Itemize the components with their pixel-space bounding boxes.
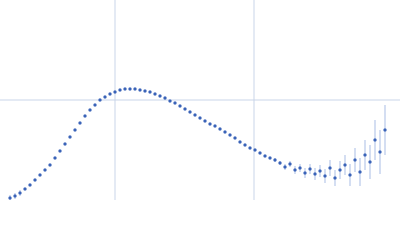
data-point xyxy=(213,124,217,128)
data-point xyxy=(68,135,72,139)
data-point xyxy=(308,167,312,171)
data-point xyxy=(113,90,117,94)
data-point xyxy=(183,107,187,111)
data-point xyxy=(98,98,102,102)
data-point xyxy=(263,154,267,158)
data-point xyxy=(233,136,237,140)
data-point xyxy=(188,110,192,114)
data-point xyxy=(333,176,337,180)
data-point xyxy=(288,162,292,166)
data-point xyxy=(338,168,342,172)
data-point xyxy=(238,140,242,144)
data-point xyxy=(278,161,282,165)
data-point xyxy=(268,156,272,160)
data-point xyxy=(28,183,32,187)
data-point xyxy=(83,114,87,118)
data-point xyxy=(48,163,52,167)
data-point xyxy=(218,127,222,131)
data-point xyxy=(358,170,362,174)
data-point xyxy=(73,128,77,132)
data-point xyxy=(313,172,317,176)
data-point xyxy=(293,168,297,172)
data-point xyxy=(323,174,327,178)
data-point xyxy=(148,90,152,94)
data-point xyxy=(298,166,302,170)
data-point xyxy=(348,173,352,177)
data-point xyxy=(123,87,127,91)
data-point xyxy=(368,160,372,164)
data-point xyxy=(208,122,212,126)
data-point xyxy=(303,171,307,175)
data-point xyxy=(118,88,122,92)
data-point xyxy=(228,133,232,137)
data-point xyxy=(353,158,357,162)
data-point xyxy=(18,191,22,195)
chart xyxy=(0,0,400,200)
data-point xyxy=(223,130,227,134)
data-point xyxy=(318,169,322,173)
data-point xyxy=(273,158,277,162)
data-point xyxy=(163,96,167,100)
data-point xyxy=(128,87,132,91)
data-point xyxy=(253,148,257,152)
data-point xyxy=(78,121,82,125)
data-point xyxy=(8,196,12,200)
data-point xyxy=(158,94,162,98)
data-point xyxy=(193,113,197,117)
data-point xyxy=(383,128,387,132)
data-point xyxy=(108,92,112,96)
data-point xyxy=(88,108,92,112)
data-point xyxy=(243,143,247,147)
data-point xyxy=(173,101,177,105)
data-point xyxy=(23,187,27,191)
data-point xyxy=(133,87,137,91)
data-point xyxy=(53,156,57,160)
data-point xyxy=(378,150,382,154)
data-point xyxy=(153,92,157,96)
data-point xyxy=(168,99,172,103)
data-point xyxy=(38,173,42,177)
data-point xyxy=(63,142,67,146)
data-point xyxy=(283,165,287,169)
data-point xyxy=(373,138,377,142)
data-point xyxy=(103,95,107,99)
data-point xyxy=(33,178,37,182)
data-point xyxy=(343,163,347,167)
data-point xyxy=(13,194,17,198)
data-point xyxy=(198,116,202,120)
data-point xyxy=(363,153,367,157)
data-point xyxy=(328,166,332,170)
data-point xyxy=(248,146,252,150)
data-point xyxy=(258,151,262,155)
data-point xyxy=(138,88,142,92)
data-point xyxy=(178,104,182,108)
data-point xyxy=(203,119,207,123)
data-point xyxy=(43,168,47,172)
data-point xyxy=(58,149,62,153)
data-point xyxy=(93,103,97,107)
data-point xyxy=(143,89,147,93)
